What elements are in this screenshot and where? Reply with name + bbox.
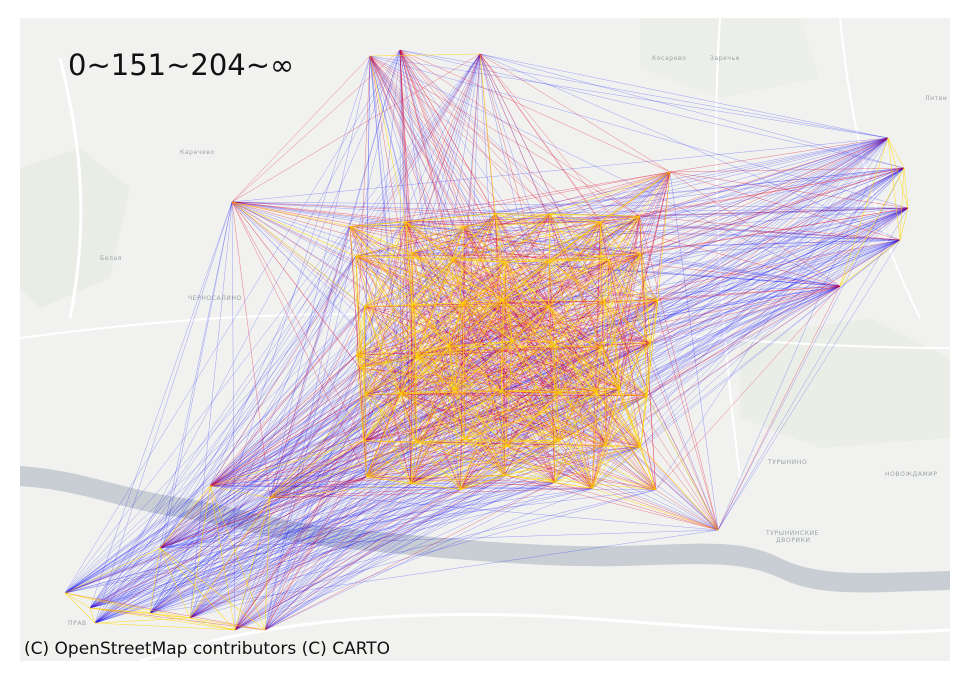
map-frame[interactable]: Косарево Заречье Литви Карачево Белая ЧЕ… [20,18,950,661]
road [715,18,741,479]
place-label: ТУРЫНИНСКИЕ [765,530,819,537]
place-label: Заречье [710,55,740,62]
road [839,18,921,319]
place-label: Карачево [180,149,215,156]
park-area [640,18,820,98]
legend-text: 0~151~204~∞ [68,48,295,82]
place-label: Литви [925,95,947,102]
river [20,466,950,593]
place-label: ПРАВ [68,620,87,627]
park-area [20,148,130,308]
place-label: ДВОРИКИ [776,537,811,544]
place-label: НОВОЖДАМИР [885,471,938,478]
park-area [740,318,950,448]
place-label: Белая [100,255,122,262]
attribution: (C) OpenStreetMap contributors (C) CARTO [24,639,391,659]
edges-0-151 [64,53,909,631]
place-label: Косарево [652,55,686,62]
place-label: ТУРЫНИНО [767,459,807,466]
basemap: Косарево Заречье Литви Карачево Белая ЧЕ… [20,18,950,661]
place-label: ЧЕРНОСАЛИНО [188,295,242,302]
network-graph [64,49,909,631]
road [139,612,950,661]
road [58,57,83,319]
